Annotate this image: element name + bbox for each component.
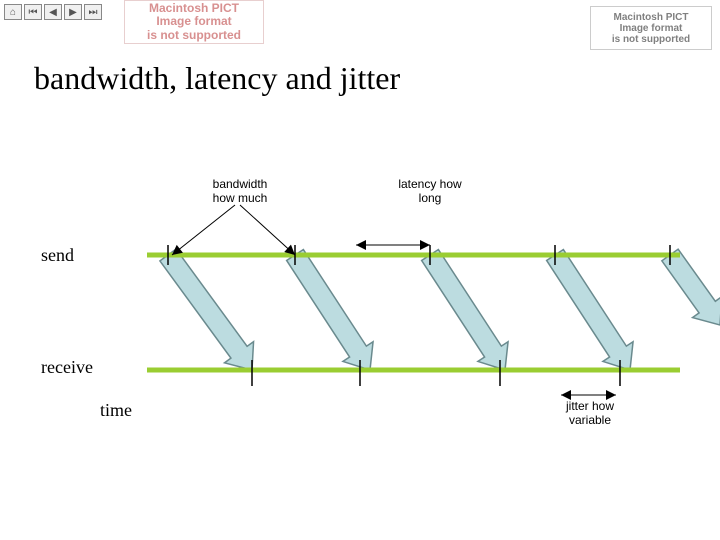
network-diagram: [0, 0, 720, 540]
